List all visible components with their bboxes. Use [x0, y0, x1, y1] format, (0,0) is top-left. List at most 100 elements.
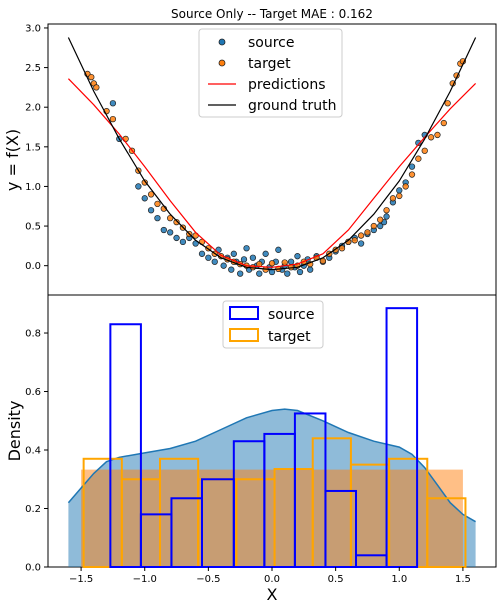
- source-hist-bar: [385, 307, 419, 568]
- bottom-xtick-label: 0.5: [328, 574, 344, 585]
- source-point: [135, 183, 142, 190]
- legend-target-marker: [218, 59, 226, 67]
- legend-predictions-label: predictions: [248, 77, 326, 93]
- target-point: [440, 119, 447, 127]
- target-point: [338, 245, 346, 252]
- bottom-ytick-label: 0.4: [25, 446, 41, 457]
- target-point: [173, 218, 180, 226]
- bottom-ytick-label: 0.8: [25, 329, 41, 340]
- target-point: [281, 259, 288, 266]
- bottom-legend-box: [222, 300, 324, 349]
- source-point: [205, 254, 212, 261]
- top-y-ticks: 0.0 0.5 1.0 1.5 2.0 2.5 3.0: [25, 23, 48, 272]
- source-hist-bar: [109, 323, 142, 568]
- density-plot: 0.0 0.2 0.4 0.6 0.8 −1.5 −1.0 −0.5 0.0 0.5 1.0 1.5…: [5, 294, 497, 604]
- legend-source-marker: [218, 38, 226, 46]
- source-point: [173, 234, 180, 242]
- target-point: [396, 192, 403, 200]
- source-point: [377, 222, 384, 230]
- source-point: [109, 100, 117, 107]
- target-point: [364, 229, 371, 236]
- target-density-band: [81, 469, 463, 567]
- top-ylabel: y = f(X): [3, 129, 22, 191]
- target-point: [167, 214, 174, 222]
- bottom-y-ticks: 0.0 0.2 0.4 0.6 0.8: [25, 329, 48, 574]
- source-point: [383, 213, 390, 220]
- source-point: [296, 268, 304, 276]
- source-point: [179, 238, 187, 246]
- source-point: [357, 240, 365, 247]
- bottom-xtick-label: 1.5: [455, 574, 471, 585]
- top-ytick-label: 0.5: [25, 222, 41, 233]
- bottom-xtick-label: −1.0: [133, 574, 157, 585]
- top-ytick-label: 0.0: [25, 261, 41, 272]
- source-point: [243, 245, 250, 252]
- source-point: [230, 250, 237, 257]
- target-point: [93, 84, 100, 91]
- target-point: [427, 134, 435, 141]
- source-point: [240, 256, 248, 263]
- legend-source-label: source: [248, 35, 295, 51]
- source-point: [408, 163, 416, 170]
- legend-source-patch: [229, 306, 259, 320]
- target-point: [357, 232, 365, 239]
- bottom-xlabel: X: [267, 585, 278, 604]
- source-point: [141, 195, 148, 202]
- target-point: [389, 195, 397, 202]
- source-point: [415, 139, 422, 147]
- legend-ground-truth-label: ground truth: [248, 98, 336, 114]
- top-plot-area: [67, 37, 477, 277]
- source-point: [211, 258, 218, 265]
- source-point: [294, 253, 301, 260]
- bottom-xtick-label: −0.5: [196, 574, 220, 585]
- legend-target-label: target: [248, 56, 291, 72]
- source-point: [287, 258, 295, 265]
- target-point: [147, 191, 155, 198]
- target-point: [402, 183, 409, 190]
- bottom-xtick-label: 1.0: [391, 574, 407, 585]
- target-point: [434, 131, 441, 139]
- top-ytick-label: 2.0: [25, 103, 41, 114]
- bottom-ytick-label: 0.0: [25, 563, 41, 574]
- bottom-xtick-label: 0.0: [264, 574, 280, 585]
- source-point: [396, 187, 403, 194]
- target-point: [351, 237, 358, 244]
- source-point: [167, 229, 174, 236]
- source-point: [249, 254, 257, 261]
- bottom-ytick-label: 0.6: [25, 387, 41, 398]
- target-point: [383, 207, 390, 214]
- legend-target-label: target: [268, 329, 311, 345]
- legend-source-label: source: [268, 307, 315, 323]
- source-hist-bar: [324, 489, 358, 569]
- source-point: [198, 250, 206, 257]
- source-point: [220, 262, 227, 269]
- top-legend-box: [198, 28, 343, 118]
- top-ytick-label: 3.0: [25, 23, 41, 34]
- bottom-xtick-label: −1.5: [69, 574, 93, 585]
- bottom-x-ticks: −1.5 −1.0 −0.5 0.0 0.5 1.0 1.5: [69, 567, 471, 585]
- bottom-legend: source target: [222, 300, 324, 349]
- top-ytick-label: 1.0: [25, 182, 41, 193]
- target-point: [421, 147, 428, 154]
- target-point: [141, 179, 148, 186]
- target-point: [109, 115, 117, 123]
- target-point: [415, 155, 422, 162]
- ground-truth-line: [67, 37, 477, 271]
- source-point: [228, 266, 235, 273]
- source-point: [284, 270, 291, 277]
- target-point: [444, 100, 451, 107]
- target-point: [88, 73, 95, 81]
- source-point: [160, 226, 167, 234]
- top-ytick-label: 2.5: [25, 63, 41, 74]
- target-hist-bar: [426, 497, 467, 569]
- bottom-ylabel: Density: [5, 401, 24, 462]
- source-point: [307, 266, 314, 273]
- source-point: [262, 250, 269, 257]
- target-point: [408, 171, 416, 178]
- regression-plot: Source Only -- Target MAE : 0.162 0.0 0.5…: [3, 7, 497, 296]
- predictions-line: [67, 78, 477, 268]
- legend-target-patch: [229, 328, 259, 342]
- source-point: [154, 214, 161, 222]
- target-point: [370, 222, 377, 230]
